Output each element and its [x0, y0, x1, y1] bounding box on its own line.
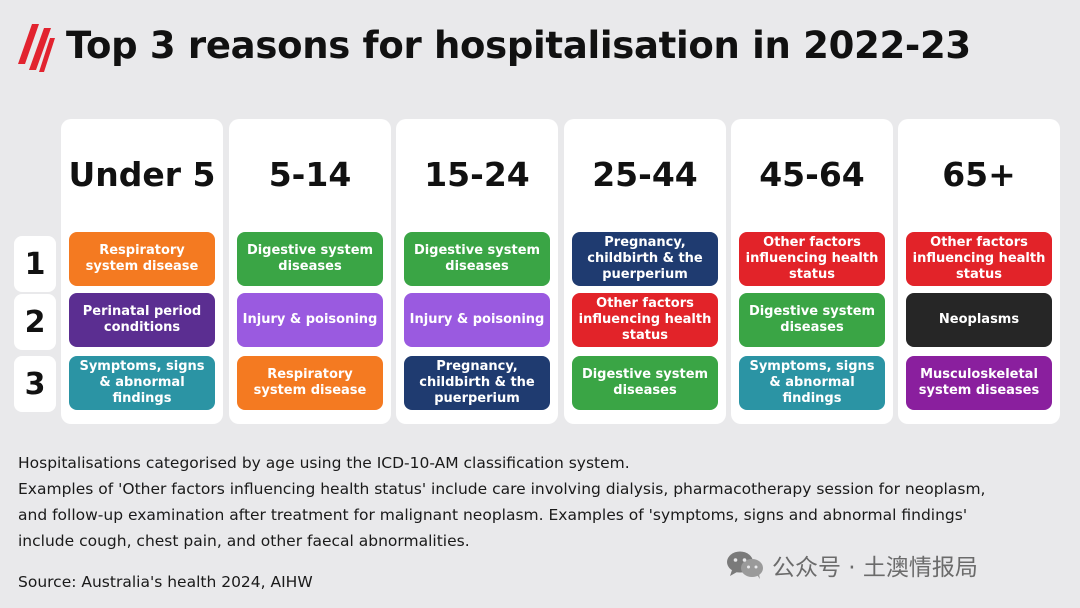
rank-1: 1 — [14, 236, 56, 292]
reason-cell-rank-2: Neoplasms — [906, 293, 1052, 347]
age-group-label: 5-14 — [268, 155, 352, 194]
age-column: Under 5 Respiratory system disease Perinat… — [61, 119, 223, 424]
age-group-label: Under 5 — [68, 155, 216, 194]
age-group-label: 65+ — [942, 155, 1016, 194]
footnote-line-1: Hospitalisations categorised by age usin… — [18, 454, 630, 472]
age-column: 15-24 Digestive system diseases Injury & p… — [396, 119, 558, 424]
age-group-label: 15-24 — [424, 155, 530, 194]
watermark: 公众号 · 土澳情报局 — [726, 548, 978, 582]
footnote-line-2: Examples of 'Other factors influencing h… — [18, 480, 986, 550]
reason-cell-rank-2: Other factors influencing health status — [572, 293, 718, 347]
reason-cell-rank-1: Other factors influencing health status — [739, 232, 885, 286]
reason-cell-rank-2: Injury & poisoning — [237, 293, 383, 347]
age-column: 5-14 Digestive system diseases Injury & po… — [229, 119, 391, 424]
age-column: 65+ Other factors influencing health stat… — [898, 119, 1060, 424]
reason-cell-rank-3: Digestive system diseases — [572, 356, 718, 410]
wechat-icon — [727, 551, 763, 579]
reason-cell-rank-1: Digestive system diseases — [404, 232, 550, 286]
reason-cell-rank-3: Musculoskeletal system diseases — [906, 356, 1052, 410]
footnote: Hospitalisations categorised by age usin… — [18, 450, 1008, 554]
age-column: 45-64 Other factors influencing health st… — [731, 119, 893, 424]
age-column: 25-44 Pregnancy, childbirth & the puerper… — [564, 119, 726, 424]
reason-cell-rank-3: Pregnancy, childbirth & the puerperium — [404, 356, 550, 410]
sbs-logo-icon — [18, 24, 55, 72]
reason-cell-rank-1: Respiratory system disease — [69, 232, 215, 286]
reason-cell-rank-3: Symptoms, signs & abnormal findings — [69, 356, 215, 410]
watermark-text: 公众号 · 土澳情报局 — [772, 555, 978, 581]
reason-cell-rank-1: Digestive system diseases — [237, 232, 383, 286]
rank-3: 3 — [14, 356, 56, 412]
reason-cell-rank-2: Digestive system diseases — [739, 293, 885, 347]
reason-cell-rank-1: Other factors influencing health status — [906, 232, 1052, 286]
reason-cell-rank-2: Injury & poisoning — [404, 293, 550, 347]
page-title: Top 3 reasons for hospitalisation in 202… — [66, 24, 971, 67]
age-group-label: 45-64 — [759, 155, 865, 194]
reason-cell-rank-3: Respiratory system disease — [237, 356, 383, 410]
reason-cell-rank-2: Perinatal period conditions — [69, 293, 215, 347]
rank-2: 2 — [14, 294, 56, 350]
source-text: Source: Australia's health 2024, AIHW — [18, 573, 313, 591]
reason-cell-rank-3: Symptoms, signs & abnormal findings — [739, 356, 885, 410]
age-group-label: 25-44 — [592, 155, 698, 194]
reason-cell-rank-1: Pregnancy, childbirth & the puerperium — [572, 232, 718, 286]
